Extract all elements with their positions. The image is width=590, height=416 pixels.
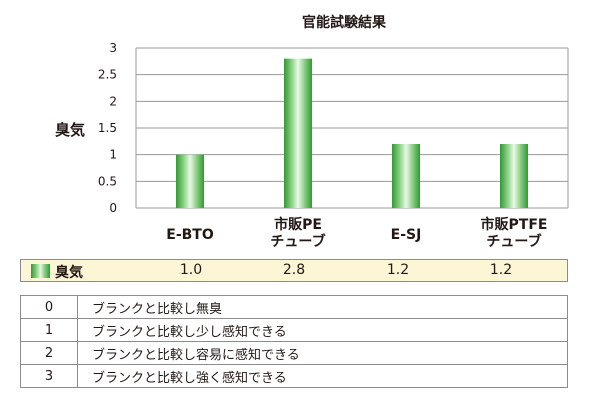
data-row: 臭気 1.0 2.8 1.2 1.2 <box>20 259 568 282</box>
level-cell: 2 <box>20 341 78 365</box>
table-row: 3 ブランクと比較し強く感知できる <box>20 364 568 388</box>
description-cell: ブランクと比較し少し感知できる <box>77 318 568 342</box>
bar <box>176 154 204 208</box>
table-row: 2 ブランクと比較し容易に感知できる <box>20 341 568 365</box>
x-tick-label: E-SJ <box>391 227 422 243</box>
y-tick-label: 0.5 <box>98 174 117 188</box>
bar <box>392 144 420 208</box>
data-cell: 2.8 <box>282 262 306 278</box>
y-tick-label: 0 <box>109 201 117 215</box>
y-tick-label: 1.5 <box>98 121 117 135</box>
y-tick-label: 2.5 <box>98 68 117 82</box>
chart-title: 官能試験結果 <box>302 14 387 31</box>
bar <box>500 144 528 208</box>
data-cell: 1.2 <box>489 262 513 278</box>
y-tick-label: 3 <box>109 41 117 55</box>
level-cell: 0 <box>20 295 78 319</box>
table-row: 1 ブランクと比較し少し感知できる <box>20 318 568 342</box>
x-tick-label: チューブ <box>270 233 325 250</box>
x-tick-label: 市販PTFE <box>481 216 548 233</box>
x-tick-label: 市販PE <box>274 216 322 233</box>
x-tick-label: E-BTO <box>166 227 214 243</box>
data-row-label: 臭気 <box>55 265 83 281</box>
odor-level-legend-table: 0 ブランクと比較し無臭 1 ブランクと比較し少し感知できる 2 ブランクと比較… <box>20 295 568 388</box>
bar <box>284 58 312 208</box>
level-cell: 3 <box>20 364 78 388</box>
description-cell: ブランクと比較し強く感知できる <box>77 364 568 388</box>
y-tick-label: 2 <box>109 94 117 108</box>
data-cell: 1.2 <box>386 262 410 278</box>
y-axis-label: 臭気 <box>55 121 85 139</box>
y-tick-label: 1 <box>109 148 117 162</box>
table-row: 0 ブランクと比較し無臭 <box>20 295 568 319</box>
series-swatch <box>31 264 50 278</box>
level-cell: 1 <box>20 318 78 342</box>
description-cell: ブランクと比較し容易に感知できる <box>77 341 568 365</box>
description-cell: ブランクと比較し無臭 <box>77 295 568 319</box>
x-tick-label: チューブ <box>486 233 541 250</box>
data-cell: 1.0 <box>179 262 203 278</box>
